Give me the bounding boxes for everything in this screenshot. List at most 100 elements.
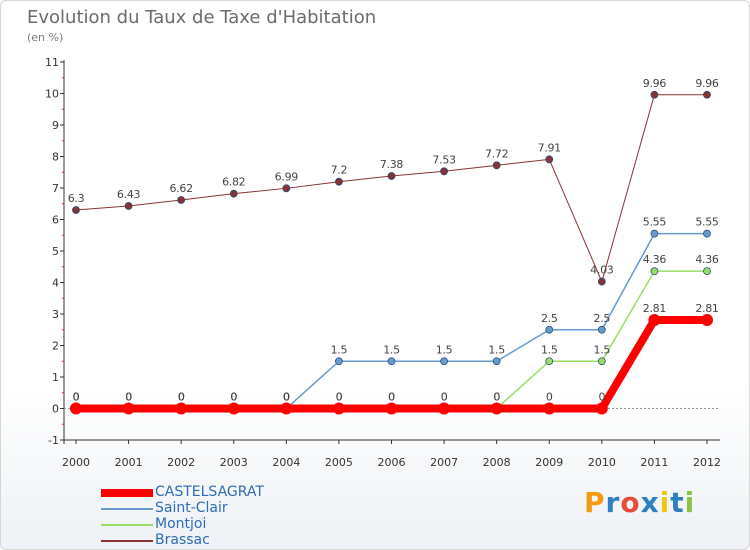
y-tick-label: 10 — [45, 88, 59, 101]
x-tick-label: 2003 — [220, 456, 248, 469]
data-point — [124, 202, 133, 210]
x-tick-label: 2011 — [640, 456, 668, 469]
y-tick-label: 8 — [52, 151, 59, 164]
data-label: 2.81 — [643, 302, 666, 315]
data-label: 5.55 — [643, 216, 667, 229]
chart-title: Evolution du Taux de Taxe d'Habitation — [27, 7, 377, 28]
data-label: 0 — [125, 391, 132, 404]
data-point — [440, 167, 448, 176]
data-point — [543, 402, 556, 415]
data-label: 4.36 — [643, 253, 667, 266]
data-point — [597, 357, 606, 366]
data-label: 0 — [441, 391, 448, 404]
data-point — [280, 402, 293, 415]
data-point — [492, 357, 501, 366]
y-tick-label: 11 — [45, 56, 59, 69]
series-line-saint-clair — [75, 232, 708, 410]
x-tick-label: 2005 — [325, 456, 353, 469]
data-label: 0 — [73, 391, 80, 404]
data-label: 0 — [493, 391, 500, 404]
y-tick-label: 2 — [52, 340, 59, 353]
data-label: 7.53 — [432, 153, 456, 166]
x-tick-label: 2001 — [115, 456, 143, 469]
y-tick-label: 3 — [52, 308, 59, 321]
data-point — [703, 90, 711, 99]
data-label: 6.3 — [68, 192, 85, 205]
data-label: 6.99 — [275, 170, 299, 183]
legend-swatch — [101, 489, 153, 497]
x-tick-label: 2010 — [588, 456, 616, 469]
data-point — [597, 325, 606, 334]
data-point — [72, 206, 80, 214]
data-label: 0 — [598, 391, 605, 404]
data-label: 1.5 — [541, 343, 558, 356]
logo-letter: x — [640, 486, 660, 519]
data-point — [70, 402, 82, 415]
data-label: 9.96 — [643, 77, 667, 90]
x-tick-label: 2000 — [62, 456, 90, 469]
data-label: 0 — [178, 391, 185, 404]
data-label: 6.62 — [170, 182, 193, 195]
y-tick-label: 0 — [52, 403, 59, 416]
data-label: 1.5 — [594, 343, 611, 356]
logo-letter: r — [605, 486, 621, 519]
data-label: 5.55 — [695, 216, 719, 229]
x-tick-label: 2009 — [535, 456, 563, 469]
data-label: 9.96 — [695, 77, 719, 90]
data-point — [438, 402, 451, 415]
data-label: 0 — [230, 391, 237, 404]
data-point — [335, 357, 343, 366]
y-tick-label: 9 — [52, 119, 59, 132]
data-point — [648, 313, 661, 326]
data-point — [387, 172, 396, 180]
data-point — [492, 161, 501, 170]
legend-label: Saint-Clair — [155, 500, 228, 516]
data-point — [545, 325, 554, 334]
legend-label: Montjoi — [155, 516, 207, 532]
data-label: 0 — [178, 391, 185, 404]
data-point — [545, 357, 554, 366]
data-label: 0 — [73, 391, 80, 404]
data-point — [122, 402, 135, 415]
logo-letter: i — [684, 486, 696, 519]
data-label: 0 — [178, 391, 185, 404]
data-label: 0 — [230, 391, 237, 404]
data-label: 0 — [230, 391, 237, 404]
data-label: 7.91 — [538, 141, 561, 154]
data-label: 0 — [546, 391, 553, 404]
y-tick-label: -1 — [48, 434, 59, 447]
proxiti-logo: Proxiti — [584, 486, 695, 519]
y-tick-label: 5 — [52, 245, 59, 258]
data-label: 0 — [441, 391, 448, 404]
legend-label: Brassac — [155, 532, 210, 548]
legend-swatch — [101, 508, 153, 510]
x-tick-label: 2008 — [483, 456, 511, 469]
data-point — [545, 155, 554, 164]
data-label: 4.03 — [590, 264, 614, 277]
data-point — [703, 267, 711, 276]
data-label: 0 — [125, 391, 132, 404]
y-tick-label: 1 — [52, 371, 59, 384]
data-label: 0 — [388, 391, 395, 404]
y-tick-label: 7 — [52, 182, 59, 195]
data-point — [490, 402, 503, 415]
chart-subtitle: (en %) — [27, 31, 64, 44]
x-tick-label: 2004 — [272, 456, 300, 469]
data-label: 0 — [73, 391, 80, 404]
data-point — [175, 402, 188, 415]
data-point — [385, 402, 398, 415]
data-label: 0 — [283, 391, 290, 404]
x-tick-label: 2002 — [167, 456, 195, 469]
logo-letter: P — [584, 486, 606, 519]
data-point — [227, 402, 240, 415]
data-point — [597, 277, 606, 286]
data-label: 0 — [493, 391, 500, 404]
data-label: 1.5 — [331, 343, 348, 356]
legend-swatch — [101, 524, 153, 526]
logo-letter: i — [659, 486, 671, 519]
data-label: 2.5 — [594, 312, 611, 325]
data-label: 2.5 — [541, 312, 558, 325]
data-point — [440, 357, 448, 366]
